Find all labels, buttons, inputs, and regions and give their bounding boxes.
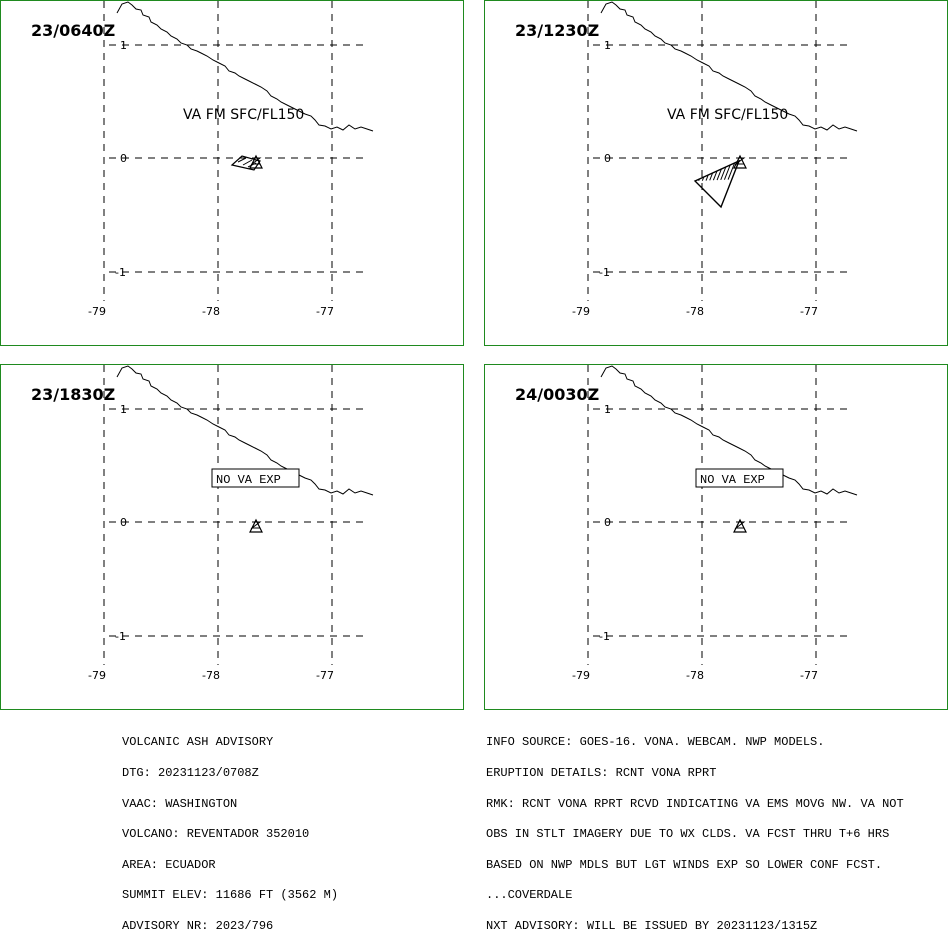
advisory-line: DTG: 20231123/0708Z — [122, 766, 259, 780]
advisory-remarks-text: INFO SOURCE: GOES-16. VONA. WEBCAM. NWP … — [486, 717, 904, 941]
latitude-label: 1 — [604, 403, 611, 416]
no-va-expected-box: NO VA EXP — [695, 468, 784, 488]
longitude-label: -77 — [800, 669, 818, 682]
map-1: 1 0 -1 -79 -78 -77 23/0640Z VA FM SFC/FL150 — [31, 1, 374, 318]
forecast-panel-3: 1 0 -1 -79 -78 -77 23/1830Z NO VA EXP — [0, 364, 464, 710]
advisory-line: SUMMIT ELEV: 11686 FT (3562 M) — [122, 888, 339, 903]
forecast-panel-4: 1 0 -1 -79 -78 -77 24/0030Z NO VA EXP — [484, 364, 948, 710]
forecast-panel-2: 1 0 -1 -79 -78 -77 23/1230Z VA FM SFC/FL150 — [484, 0, 948, 346]
longitude-label: -77 — [316, 669, 334, 682]
advisory-line: VOLCANIC ASH ADVISORY — [122, 735, 274, 750]
latitude-label: 1 — [120, 39, 127, 52]
remark-line: OBS IN STLT IMAGERY DUE TO WX CLDS. VA F… — [486, 827, 890, 842]
latitude-label: -1 — [599, 630, 610, 643]
map-2: 1 0 -1 -79 -78 -77 23/1230Z VA FM SFC/FL150 — [515, 1, 858, 318]
map-4: 1 0 -1 -79 -78 -77 24/0030Z NO VA EXP — [515, 365, 858, 682]
no-va-expected-box: NO VA EXP — [211, 468, 300, 488]
longitude-label: -77 — [800, 305, 818, 318]
longitude-label: -78 — [202, 669, 220, 682]
map-3: 1 0 -1 -79 -78 -77 23/1830Z NO VA EXP — [31, 365, 374, 682]
ash-level-label: VA FM SFC/FL150 — [183, 107, 304, 123]
longitude-label: -78 — [686, 669, 704, 682]
latitude-label: 1 — [604, 39, 611, 52]
longitude-label: -79 — [88, 305, 106, 318]
remark-line: BASED ON NWP MDLS BUT LGT WINDS EXP SO L… — [486, 857, 883, 872]
longitude-label: -79 — [88, 669, 106, 682]
valid-time-label: 23/1230Z — [515, 21, 599, 40]
ash-cloud-polygon — [693, 159, 741, 209]
coastline — [116, 365, 374, 496]
no-va-label: NO VA EXP — [216, 473, 281, 487]
advisory-line: ADVISORY NR: 2023/796 — [122, 918, 274, 933]
latitude-label: -1 — [115, 266, 126, 279]
advisory-line: VOLCANO: REVENTADOR 352010 — [122, 827, 310, 842]
longitude-label: -78 — [686, 305, 704, 318]
no-va-label: NO VA EXP — [700, 473, 765, 487]
advisory-line: AREA: ECUADOR — [122, 857, 216, 872]
volcano-icon — [249, 518, 263, 533]
valid-time-label: 23/1830Z — [31, 385, 115, 404]
latitude-label: 0 — [604, 152, 611, 165]
coastline — [116, 1, 374, 132]
ash-level-label: VA FM SFC/FL150 — [667, 107, 788, 123]
forecast-panel-1: 1 0 -1 -79 -78 -77 23/0640Z VA FM SFC/FL150 — [0, 0, 464, 346]
longitude-label: -79 — [572, 305, 590, 318]
longitude-label: -78 — [202, 305, 220, 318]
coastline — [600, 1, 858, 132]
latitude-label: 0 — [120, 152, 127, 165]
latitude-label: 1 — [120, 403, 127, 416]
remark-line: ERUPTION DETAILS: RCNT VONA RPRT — [486, 766, 717, 780]
ash-cloud-polygon — [230, 155, 261, 171]
remark-line: INFO SOURCE: GOES-16. VONA. WEBCAM. NWP … — [486, 735, 825, 750]
latitude-label: -1 — [599, 266, 610, 279]
remark-line: ...COVERDALE — [486, 888, 573, 903]
longitude-label: -79 — [572, 669, 590, 682]
latitude-label: -1 — [115, 630, 126, 643]
valid-time-label: 24/0030Z — [515, 385, 599, 404]
volcano-icon — [733, 518, 747, 533]
remark-line: NXT ADVISORY: WILL BE ISSUED BY 20231123… — [486, 918, 818, 933]
coastline — [600, 365, 858, 496]
valid-time-label: 23/0640Z — [31, 21, 115, 40]
advisory-header-text: VOLCANIC ASH ADVISORY DTG: 20231123/0708… — [122, 717, 338, 941]
longitude-label: -77 — [316, 305, 334, 318]
remark-line: RMK: RCNT VONA RPRT RCVD INDICATING VA E… — [486, 796, 904, 811]
latitude-label: 0 — [120, 516, 127, 529]
advisory-line: VAAC: WASHINGTON — [122, 796, 238, 811]
latitude-label: 0 — [604, 516, 611, 529]
